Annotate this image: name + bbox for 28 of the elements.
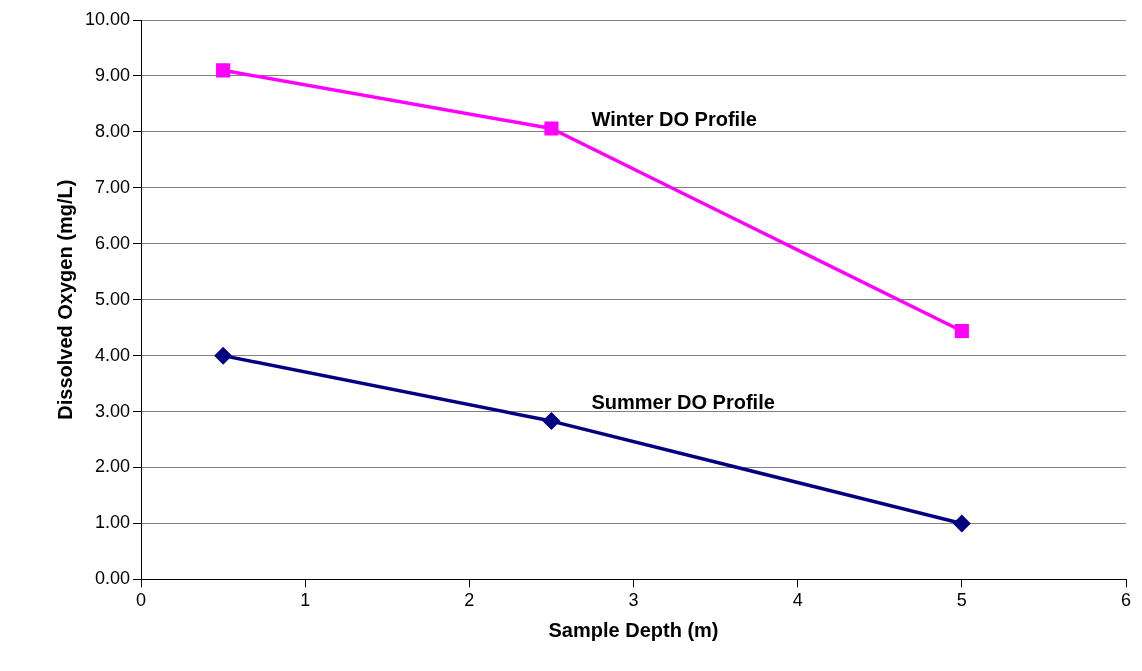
point (952, 514, 971, 533)
x-tick-label: 6 (1120, 590, 1132, 611)
point (544, 121, 559, 136)
y-tick-label: 0.00 (95, 568, 131, 589)
y-tick-label: 6.00 (95, 232, 131, 253)
point (542, 412, 561, 431)
y-tick-label: 7.00 (95, 176, 131, 197)
y-tick-label: 8.00 (95, 120, 131, 141)
y-tick-label: 9.00 (95, 64, 131, 85)
x-tick-label: 5 (956, 590, 967, 611)
x-tick-label: 3 (628, 590, 639, 611)
y-tick-label: 1.00 (95, 512, 131, 533)
series-label: Winter DO Profile (591, 107, 757, 130)
series-label: Summer DO Profile (591, 390, 775, 413)
y-tick-label: 5.00 (95, 288, 131, 309)
y-tick-label: 2.00 (95, 456, 131, 477)
x-tick-label: 4 (792, 590, 803, 611)
x-tick-label: 1 (300, 590, 311, 611)
y-axis-title: Dissolved Oxygen (mg/L) (53, 179, 76, 420)
y-tick-label: 3.00 (95, 400, 131, 421)
x-tick-label: 2 (464, 590, 475, 611)
point (954, 323, 969, 339)
point (214, 346, 233, 365)
point (216, 63, 231, 78)
y-tick-label: 4.00 (95, 344, 131, 365)
y-tick-label: 10.00 (85, 8, 131, 29)
x-axis-title: Sample Depth (m) (548, 618, 719, 641)
x-tick-label: 0 (136, 590, 147, 611)
